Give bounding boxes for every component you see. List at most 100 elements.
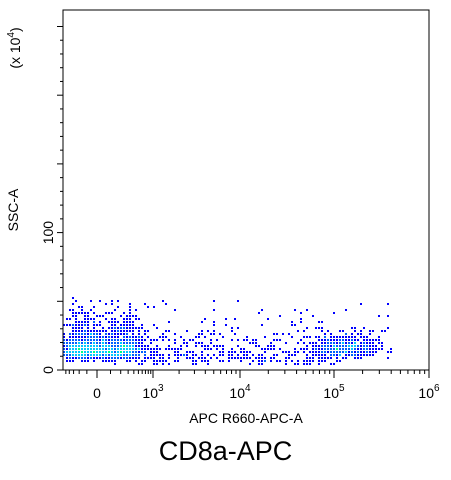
event-point (312, 345, 314, 347)
event-point (99, 333, 101, 335)
event-point (78, 324, 80, 326)
event-point (87, 318, 89, 320)
event-point (105, 303, 107, 305)
event-point (273, 354, 275, 356)
event-point (330, 333, 332, 335)
event-point (144, 333, 146, 335)
event-point (72, 327, 74, 329)
event-point (156, 363, 158, 365)
event-point (114, 363, 116, 365)
event-point (219, 360, 221, 362)
event-point (375, 345, 377, 347)
event-point (270, 357, 272, 359)
event-point (252, 360, 254, 362)
event-point (138, 354, 140, 356)
event-point (210, 342, 212, 344)
event-point (99, 336, 101, 338)
event-point (192, 363, 194, 365)
event-point (87, 348, 89, 350)
event-point (114, 330, 116, 332)
event-point (105, 360, 107, 362)
event-point (357, 348, 359, 350)
event-point (333, 312, 335, 314)
event-point (135, 309, 137, 311)
event-point (96, 345, 98, 347)
event-point (258, 345, 260, 347)
event-point (111, 327, 113, 329)
event-point (81, 345, 83, 347)
event-point (69, 345, 71, 347)
event-point (66, 342, 68, 344)
event-point (84, 330, 86, 332)
event-point (153, 324, 155, 326)
event-point (348, 339, 350, 341)
event-point (93, 333, 95, 335)
event-point (177, 351, 179, 353)
event-point (123, 333, 125, 335)
event-point (378, 342, 380, 344)
event-point (348, 342, 350, 344)
event-point (123, 324, 125, 326)
event-point (99, 324, 101, 326)
event-point (366, 348, 368, 350)
event-point (78, 342, 80, 344)
event-point (195, 336, 197, 338)
event-point (306, 336, 308, 338)
event-point (126, 324, 128, 326)
event-point (75, 324, 77, 326)
event-point (210, 348, 212, 350)
event-point (357, 333, 359, 335)
event-point (108, 321, 110, 323)
event-point (336, 354, 338, 356)
event-point (357, 345, 359, 347)
event-point (288, 354, 290, 356)
event-point (102, 336, 104, 338)
event-point (189, 357, 191, 359)
event-point (72, 348, 74, 350)
event-point (108, 357, 110, 359)
event-point (324, 357, 326, 359)
event-point (120, 330, 122, 332)
event-point (138, 348, 140, 350)
event-point (246, 339, 248, 341)
event-point (264, 351, 266, 353)
event-point (360, 357, 362, 359)
event-point (360, 348, 362, 350)
event-point (201, 330, 203, 332)
event-point (132, 339, 134, 341)
y-axis: 0 100 (40, 25, 63, 374)
event-point (96, 342, 98, 344)
event-point (336, 360, 338, 362)
event-point (114, 318, 116, 320)
event-point (312, 360, 314, 362)
event-point (99, 315, 101, 317)
event-point (294, 354, 296, 356)
event-point (204, 336, 206, 338)
event-point (330, 336, 332, 338)
event-point (222, 336, 224, 338)
event-point (309, 336, 311, 338)
event-point (69, 339, 71, 341)
event-point (369, 354, 371, 356)
event-point (105, 318, 107, 320)
event-point (291, 354, 293, 356)
event-point (138, 357, 140, 359)
event-point (108, 333, 110, 335)
event-point (366, 351, 368, 353)
event-point (342, 339, 344, 341)
event-point (93, 348, 95, 350)
event-point (111, 333, 113, 335)
event-point (111, 324, 113, 326)
event-point (81, 312, 83, 314)
event-point (297, 351, 299, 353)
event-point (129, 351, 131, 353)
event-point (384, 330, 386, 332)
event-point (120, 339, 122, 341)
event-point (207, 345, 209, 347)
event-point (72, 324, 74, 326)
event-point (294, 351, 296, 353)
event-point (159, 360, 161, 362)
event-point (192, 357, 194, 359)
event-point (174, 342, 176, 344)
event-point (333, 354, 335, 356)
